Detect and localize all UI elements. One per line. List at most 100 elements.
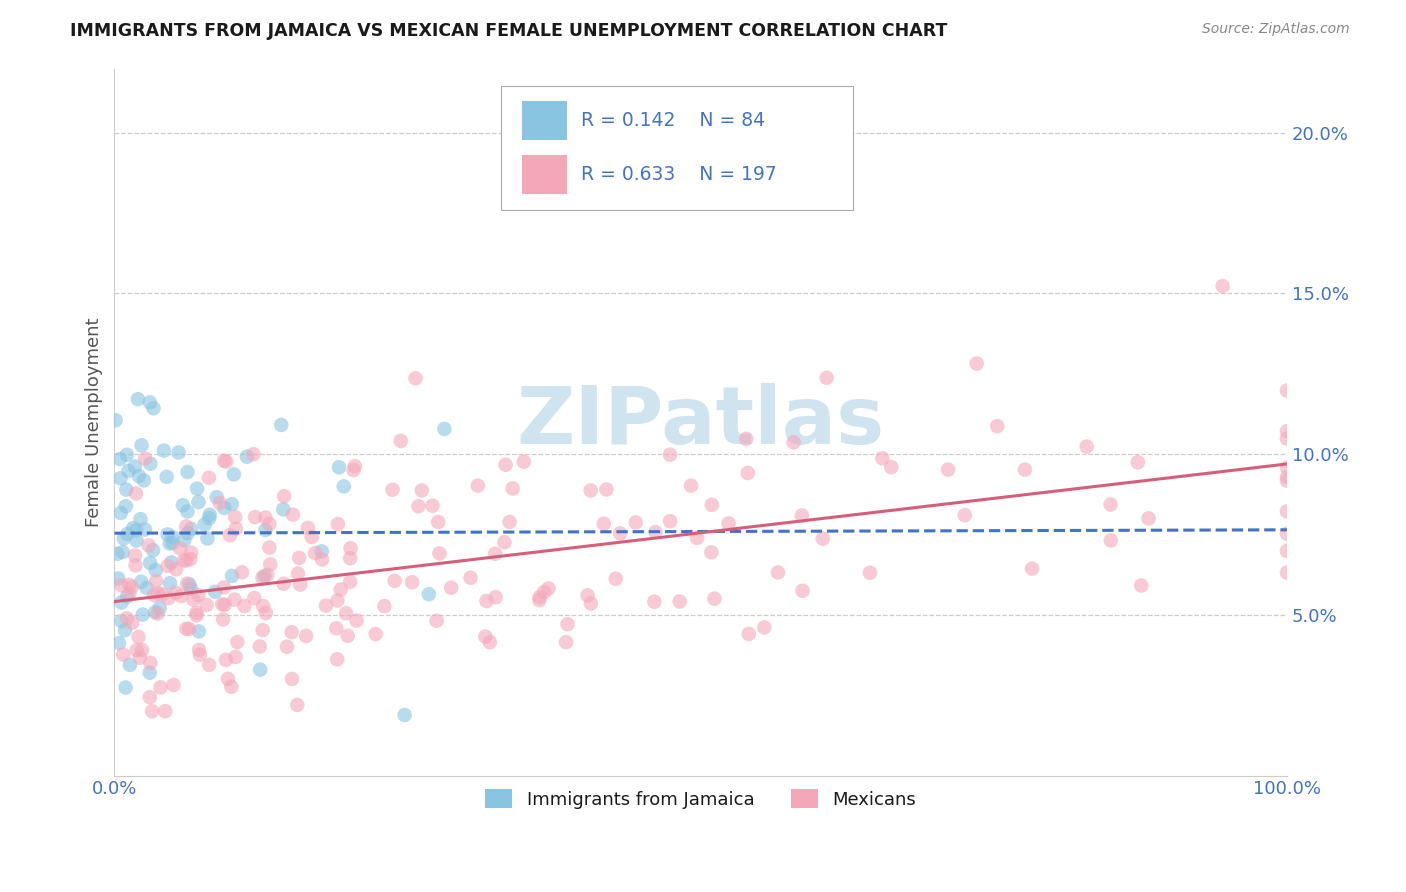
Point (281, 672, 304, 686)
Point (160, 556, 183, 570)
Point (256, 567, 278, 582)
Point (110, 578, 132, 592)
Point (114, 500, 136, 514)
Point (198, 657, 221, 672)
Point (219, 528, 242, 542)
Legend: Immigrants from Jamaica, Mexicans: Immigrants from Jamaica, Mexicans (478, 782, 924, 816)
Point (252, 623, 274, 637)
Point (170, 589, 193, 603)
Point (149, 681, 172, 695)
Point (115, 448, 138, 462)
Point (225, 650, 247, 665)
Point (484, 547, 506, 561)
Point (595, 483, 617, 497)
Point (115, 611, 138, 625)
Point (122, 521, 145, 535)
Point (311, 544, 333, 558)
Point (281, 508, 304, 522)
Point (644, 525, 666, 540)
Point (112, 532, 135, 546)
Point (427, 515, 450, 529)
Point (150, 587, 173, 601)
Point (176, 576, 198, 591)
Point (339, 541, 361, 556)
Point (124, 549, 146, 563)
Point (117, 527, 139, 541)
Point (249, 663, 271, 677)
Point (668, 594, 690, 608)
Point (737, 466, 759, 480)
Point (557, 617, 579, 632)
Point (738, 627, 761, 641)
Point (153, 443, 176, 458)
Point (394, 708, 416, 723)
Point (212, 612, 235, 626)
Point (681, 478, 703, 492)
Point (273, 489, 295, 503)
Point (790, 508, 813, 523)
Point (478, 635, 501, 649)
Point (165, 562, 187, 576)
Point (226, 635, 249, 649)
Point (139, 656, 162, 670)
Point (735, 432, 758, 446)
Point (141, 704, 163, 718)
Point (252, 571, 274, 585)
Point (288, 550, 311, 565)
Point (156, 527, 179, 541)
Point (174, 519, 197, 533)
Point (624, 516, 647, 530)
Point (205, 490, 228, 504)
Point (700, 545, 723, 559)
Point (381, 483, 404, 497)
Point (440, 581, 463, 595)
Point (1126, 455, 1149, 469)
Point (132, 607, 155, 622)
Point (129, 512, 152, 526)
Point (180, 582, 202, 596)
Point (285, 698, 308, 712)
Point (172, 498, 194, 512)
Point (1099, 533, 1122, 548)
Point (117, 464, 139, 478)
Point (529, 593, 551, 607)
Point (187, 624, 209, 639)
Point (311, 552, 333, 566)
Point (224, 510, 246, 524)
Point (114, 681, 136, 695)
Point (179, 552, 201, 566)
Point (121, 580, 143, 594)
Point (157, 591, 180, 606)
Point (243, 591, 266, 606)
Point (176, 622, 198, 636)
Text: R = 0.633    N = 197: R = 0.633 N = 197 (581, 165, 778, 184)
Point (754, 620, 776, 634)
Point (429, 546, 451, 560)
Point (134, 523, 156, 537)
Point (1275, 544, 1298, 558)
Text: Source: ZipAtlas.com: Source: ZipAtlas.com (1202, 22, 1350, 37)
Point (139, 690, 162, 705)
Point (271, 502, 294, 516)
Point (169, 541, 191, 556)
Point (233, 599, 256, 613)
Point (214, 598, 236, 612)
Point (145, 563, 167, 577)
Point (111, 545, 134, 559)
Point (579, 597, 602, 611)
Point (325, 621, 347, 635)
Point (811, 532, 834, 546)
Point (162, 678, 184, 692)
Point (872, 451, 894, 466)
Point (186, 482, 208, 496)
Point (153, 704, 176, 718)
Point (326, 593, 349, 607)
Point (142, 401, 165, 416)
Point (125, 643, 148, 657)
Text: R = 0.142    N = 84: R = 0.142 N = 84 (581, 111, 765, 129)
Point (107, 571, 129, 585)
Point (364, 627, 387, 641)
Point (346, 614, 368, 628)
Point (405, 371, 427, 385)
Point (142, 543, 165, 558)
